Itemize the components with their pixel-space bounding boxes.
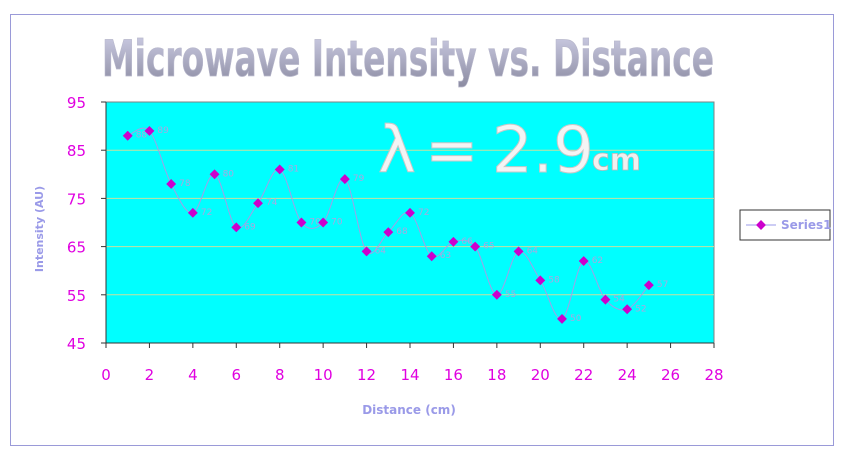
data-label: 57	[657, 280, 668, 290]
data-point-marker	[491, 289, 502, 300]
x-tick-label: 0	[101, 366, 111, 384]
data-label: 72	[418, 208, 429, 218]
data-point-marker	[296, 217, 307, 228]
data-point-marker	[253, 198, 263, 209]
data-point-marker	[470, 241, 481, 252]
data-point-marker	[318, 217, 329, 228]
data-point-marker	[622, 304, 633, 315]
data-point-marker	[187, 207, 198, 218]
data-point-marker	[557, 313, 567, 324]
data-point-marker	[426, 251, 437, 262]
x-tick-label: 8	[275, 366, 285, 384]
legend-marker-swatch	[756, 220, 766, 230]
x-tick-label: 6	[232, 366, 242, 384]
y-axis-title: Intensity (AU)	[33, 186, 46, 272]
legend-label: Series1	[781, 218, 831, 232]
data-label: 80	[223, 169, 235, 179]
data-label: 52	[635, 304, 646, 314]
data-point-marker	[578, 256, 589, 267]
x-tick-label: 20	[531, 366, 550, 384]
x-tick-label: 18	[487, 366, 506, 384]
y-tick-label: 75	[67, 190, 86, 208]
data-point-marker	[144, 125, 155, 136]
wavelength-annotation: λ = 2.9 cm	[378, 114, 642, 189]
data-point-marker	[209, 169, 220, 180]
data-label: 54	[613, 295, 625, 305]
annotation-unit: cm	[592, 143, 641, 178]
legend: Series1	[739, 209, 831, 241]
data-label: 78	[179, 179, 191, 189]
data-point-marker	[405, 207, 415, 218]
data-label: 66	[461, 237, 473, 247]
annotation-equals: =	[425, 114, 479, 188]
data-point-marker	[383, 227, 394, 238]
x-tick-label: 28	[704, 366, 723, 384]
x-tick-label: 4	[188, 366, 198, 384]
data-label: 64	[375, 246, 387, 256]
data-point-marker	[339, 174, 350, 185]
data-point-marker	[274, 164, 285, 175]
data-point-marker	[231, 222, 242, 233]
data-label: 81	[288, 164, 299, 174]
x-tick-label: 10	[314, 366, 333, 384]
chart-title: Microwave Intensity vs. Distance	[102, 30, 714, 88]
data-point-marker	[448, 236, 459, 247]
data-label: 68	[396, 227, 408, 237]
annotation-lambda: λ	[378, 114, 416, 188]
data-label: 50	[570, 314, 582, 324]
x-tick-label: 24	[618, 366, 637, 384]
y-tick-label: 65	[67, 239, 86, 257]
y-tick-label: 95	[67, 94, 86, 112]
y-tick-label: 55	[67, 287, 86, 305]
x-tick-label: 26	[661, 366, 680, 384]
data-label: 88	[136, 131, 148, 141]
data-label: 79	[353, 174, 365, 184]
annotation-value: 2.9	[492, 114, 594, 188]
x-tick-label: 2	[145, 366, 155, 384]
data-label: 64	[527, 246, 539, 256]
data-label: 70	[331, 218, 343, 228]
series-layer: 88 89 78 72 80 69 74 81 70 70 79 64 68 72 63 66 65 55 64 58…	[122, 125, 668, 324]
data-label: 55	[505, 290, 516, 300]
data-point-marker	[361, 246, 372, 257]
y-tick-label: 85	[67, 142, 86, 160]
x-tick-label: 16	[444, 366, 463, 384]
data-label: 63	[440, 251, 451, 261]
x-tick-label: 14	[400, 366, 419, 384]
data-label: 74	[266, 198, 278, 208]
data-label: 58	[548, 275, 560, 285]
gridlines	[106, 149, 714, 296]
data-label: 62	[592, 256, 603, 266]
data-label: 69	[244, 222, 256, 232]
data-point-marker	[513, 246, 524, 257]
data-point-marker	[122, 130, 133, 141]
y-tick-label: 45	[67, 335, 86, 353]
data-label: 65	[483, 242, 494, 252]
data-point-marker	[600, 294, 611, 305]
data-label: 70	[309, 218, 321, 228]
data-label: 89	[157, 126, 169, 136]
x-tick-label: 22	[574, 366, 593, 384]
data-point-marker	[535, 275, 546, 286]
data-label: 72	[201, 208, 212, 218]
data-point-marker	[643, 280, 654, 291]
plot-area	[105, 101, 715, 344]
x-axis-title: Distance (cm)	[362, 403, 456, 417]
data-point-marker	[166, 178, 177, 189]
x-tick-label: 12	[357, 366, 376, 384]
